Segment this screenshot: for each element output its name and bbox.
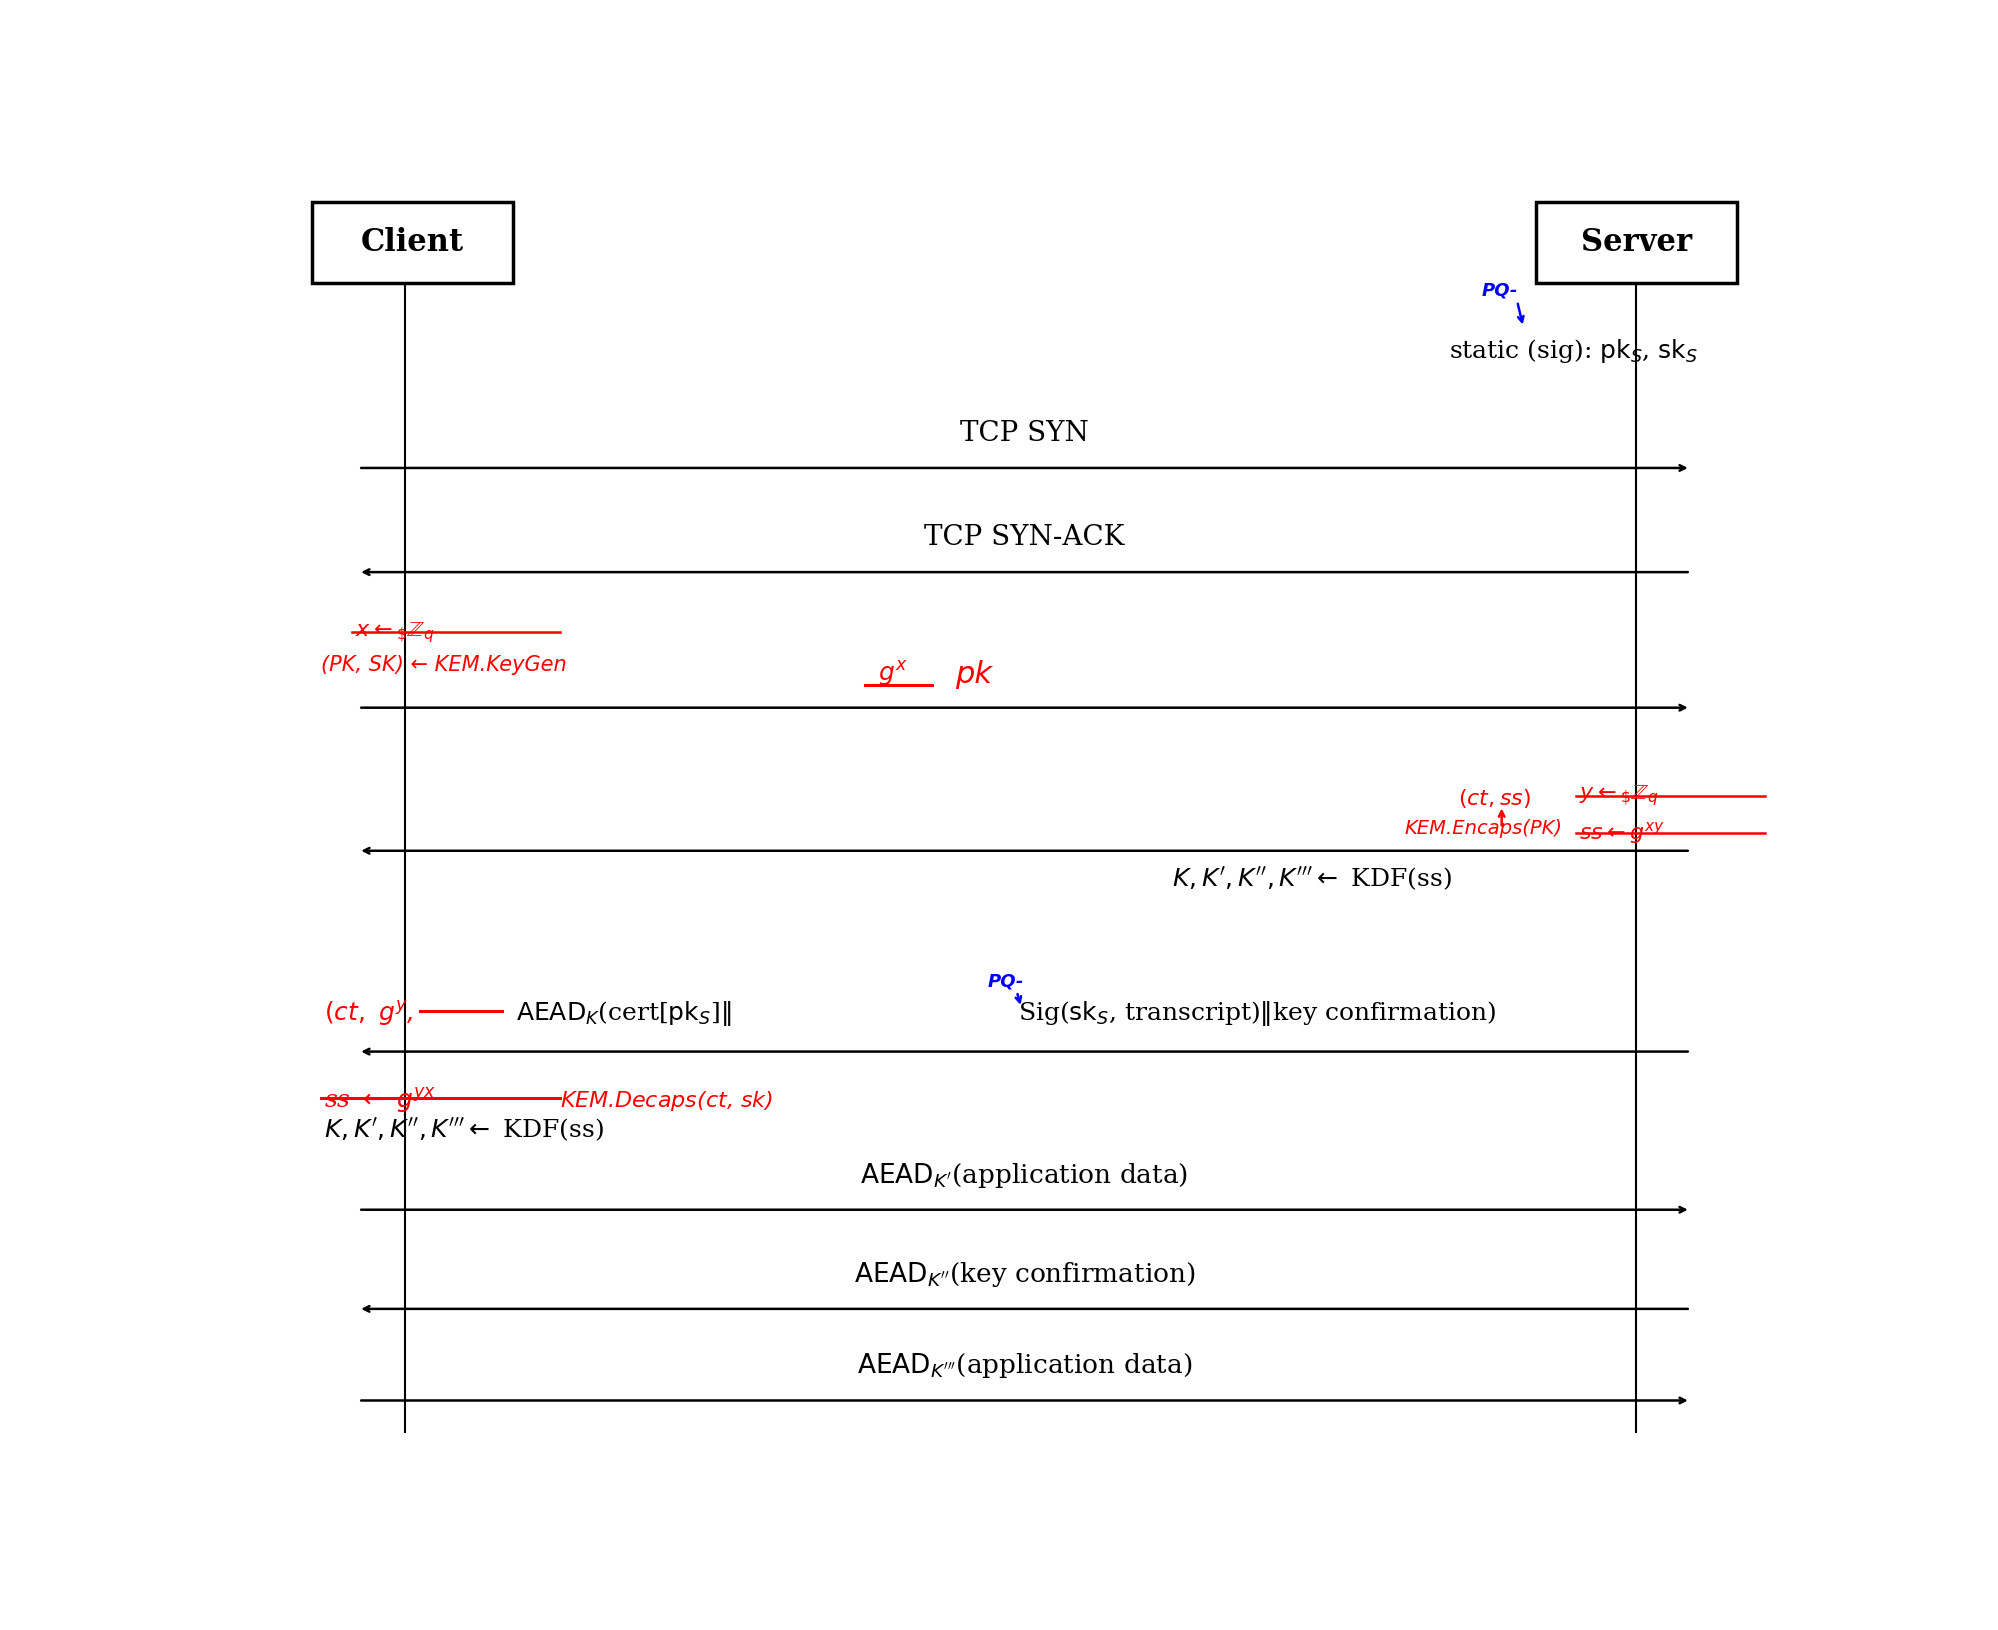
Text: $(\mathit{ct},\ g^{y}$,: $(\mathit{ct},\ g^{y}$, xyxy=(324,999,414,1029)
Text: $K, K', K'', K''' \leftarrow$ KDF(ss): $K, K', K'', K''' \leftarrow$ KDF(ss) xyxy=(324,1117,603,1144)
Text: (PK, SK) ← KEM.KeyGen: (PK, SK) ← KEM.KeyGen xyxy=(322,655,567,675)
Text: $\mathrm{AEAD}_{K'''}$(application data): $\mathrm{AEAD}_{K'''}$(application data) xyxy=(857,1351,1191,1381)
Text: $(ct, ss)$: $(ct, ss)$ xyxy=(1459,787,1530,810)
Text: Server: Server xyxy=(1580,227,1690,258)
Text: TCP SYN-ACK: TCP SYN-ACK xyxy=(923,523,1125,551)
Text: $ss \leftarrow g^{xy}$: $ss \leftarrow g^{xy}$ xyxy=(1578,820,1664,846)
Text: $\mathrm{AEAD}_{K''}$(key confirmation): $\mathrm{AEAD}_{K''}$(key confirmation) xyxy=(853,1260,1195,1289)
Text: KEM.Encaps(PK): KEM.Encaps(PK) xyxy=(1403,818,1560,838)
Text: $\mathrm{AEAD}_K$(cert[$\mathrm{pk}_S$]$\|$: $\mathrm{AEAD}_K$(cert[$\mathrm{pk}_S$]$… xyxy=(515,999,731,1029)
Text: $x \leftarrow_{\$} \mathbb{Z}_q$: $x \leftarrow_{\$} \mathbb{Z}_q$ xyxy=(356,619,436,645)
Text: $y \leftarrow_{\$} \mathbb{Z}_q$: $y \leftarrow_{\$} \mathbb{Z}_q$ xyxy=(1578,782,1658,808)
Text: ss $\leftarrow$ $g^{yx}$: ss $\leftarrow$ $g^{yx}$ xyxy=(324,1086,436,1115)
Text: $\mathrm{AEAD}_{K'}$(application data): $\mathrm{AEAD}_{K'}$(application data) xyxy=(859,1161,1189,1190)
Text: static (sig): $\mathrm{pk}_S$, $\mathrm{sk}_S$: static (sig): $\mathrm{pk}_S$, $\mathrm{… xyxy=(1449,337,1696,365)
Text: Sig($\mathrm{sk}_S$, transcript)$\|$key confirmation): Sig($\mathrm{sk}_S$, transcript)$\|$key … xyxy=(1017,999,1497,1029)
FancyBboxPatch shape xyxy=(312,202,513,284)
Text: TCP SYN: TCP SYN xyxy=(959,419,1089,447)
Text: pk: pk xyxy=(955,660,991,689)
Text: Client: Client xyxy=(362,227,464,258)
Text: $K, K', K'', K''' \leftarrow$ KDF(ss): $K, K', K'', K''' \leftarrow$ KDF(ss) xyxy=(1171,866,1451,893)
Text: PQ-: PQ- xyxy=(987,971,1023,991)
Text: $g^x$: $g^x$ xyxy=(877,659,907,688)
Text: PQ-: PQ- xyxy=(1481,282,1518,300)
FancyBboxPatch shape xyxy=(1534,202,1736,284)
Text: KEM.Decaps($\mathit{ct}$, $\mathit{sk}$): KEM.Decaps($\mathit{ct}$, $\mathit{sk}$) xyxy=(559,1089,773,1113)
